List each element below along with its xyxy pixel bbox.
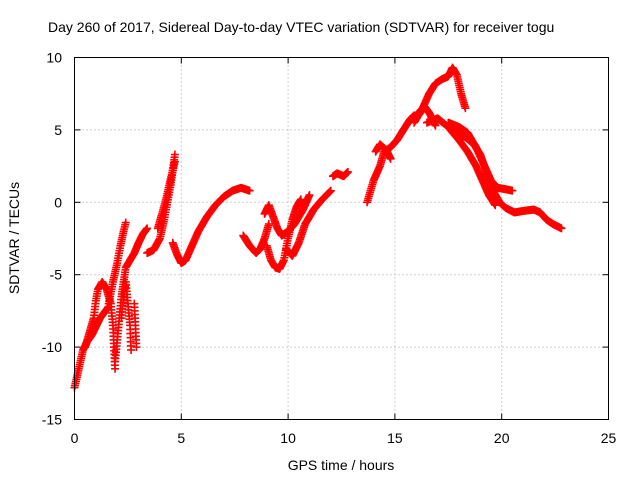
- series-arc-6: [130, 299, 141, 352]
- series-arc-16: [371, 140, 395, 163]
- data-point: [386, 154, 395, 163]
- y-tick-label: -5: [50, 267, 63, 283]
- data-point: [132, 343, 141, 352]
- data-point: [343, 167, 352, 176]
- data-point: [127, 345, 136, 354]
- series-arc-8: [153, 157, 179, 233]
- series-arc-5: [117, 277, 136, 354]
- y-tick-label: 0: [54, 194, 62, 210]
- x-tick-labels: 0 5 10 15 20 25: [71, 430, 617, 446]
- series-arc-21: [446, 125, 500, 210]
- series-arc-14: [328, 167, 352, 181]
- x-tick-label: 15: [387, 430, 403, 446]
- series-arc-10: [239, 220, 273, 257]
- series-arc-4: [104, 218, 130, 308]
- data-point: [121, 218, 130, 227]
- series-arc-20: [444, 118, 517, 195]
- data-point: [245, 186, 254, 195]
- data-point: [508, 186, 517, 195]
- series-arc-18: [412, 63, 470, 120]
- y-tick-label: -10: [42, 339, 62, 355]
- data-point: [143, 224, 152, 233]
- axis-ticks: [74, 57, 609, 420]
- x-tick-label: 25: [601, 430, 617, 446]
- x-axis-label: GPS time / hours: [288, 457, 395, 473]
- data-point: [326, 186, 335, 195]
- data-point: [170, 150, 179, 159]
- y-tick-label: 10: [46, 50, 62, 66]
- data-point: [170, 157, 179, 166]
- series-arc-9: [168, 183, 254, 268]
- data-point: [557, 224, 566, 233]
- data-point: [305, 191, 314, 200]
- y-axis-label: SDTVAR / TECUs: [6, 182, 22, 294]
- series-arc-12: [262, 195, 305, 273]
- data-point: [111, 364, 120, 373]
- grid: [74, 57, 609, 420]
- y-tick-label: 5: [54, 122, 62, 138]
- y-tick-label: -15: [42, 412, 62, 428]
- series-arc-13: [281, 186, 335, 260]
- x-tick-label: 10: [280, 430, 296, 446]
- series-arc-2: [81, 277, 120, 373]
- series-arc-19: [422, 114, 566, 233]
- data-point: [296, 195, 305, 204]
- data-point: [491, 201, 500, 210]
- data-point: [264, 220, 273, 229]
- data-points: [70, 63, 566, 392]
- x-tick-label: 5: [177, 430, 185, 446]
- chart-title: Day 260 of 2017, Sidereal Day-to-day VTE…: [48, 19, 554, 35]
- y-tick-labels: -15 -10 -5 0 5 10: [42, 50, 62, 428]
- data-point: [461, 104, 470, 113]
- x-tick-label: 0: [71, 430, 79, 446]
- plot-frame: [74, 57, 609, 420]
- x-tick-label: 20: [494, 430, 510, 446]
